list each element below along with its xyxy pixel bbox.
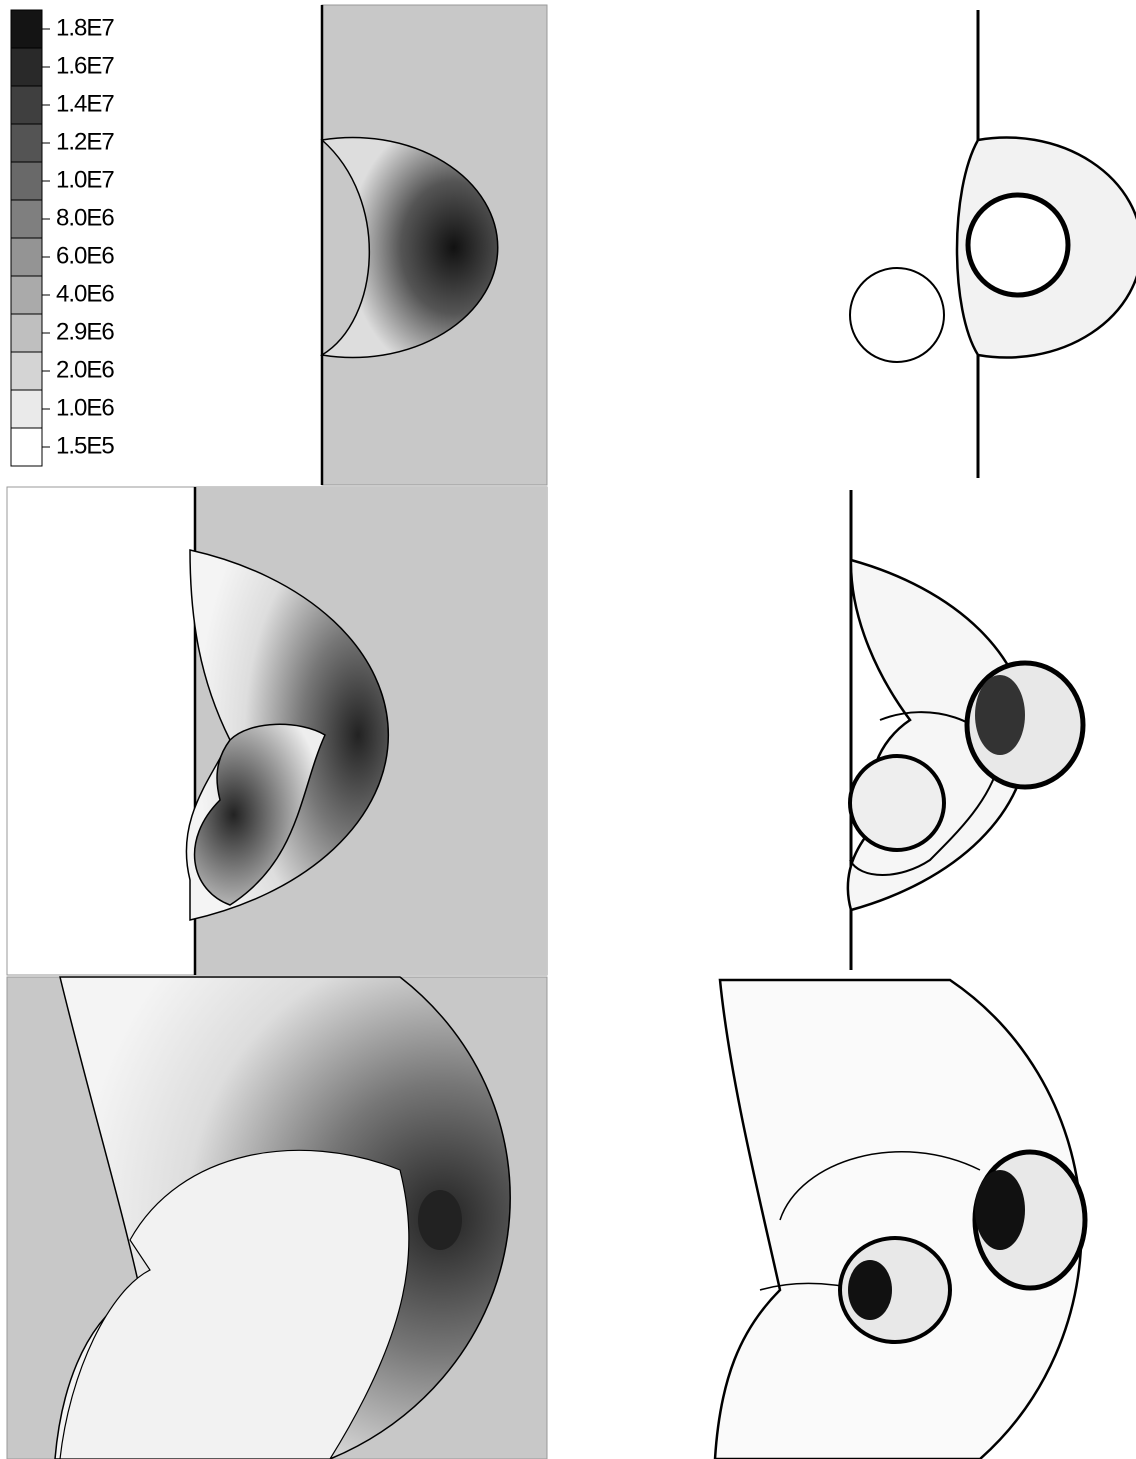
bubble-core bbox=[975, 1170, 1025, 1250]
legend-swatch bbox=[10, 85, 43, 125]
bubble-outline bbox=[848, 754, 946, 852]
legend-swatch bbox=[10, 199, 43, 239]
legend-swatch bbox=[10, 275, 43, 315]
transmitted-shock bbox=[713, 978, 1083, 1459]
legend-swatch bbox=[10, 313, 43, 353]
legend-label: 6.0E6 bbox=[56, 242, 114, 269]
contour-panel-3 bbox=[6, 976, 548, 1459]
bubble-contour bbox=[59, 1149, 410, 1459]
legend-swatch bbox=[10, 9, 43, 49]
legend-label: 8.0E6 bbox=[56, 204, 114, 231]
legend-label: 1.8E7 bbox=[56, 14, 114, 41]
contour-panel-2 bbox=[6, 486, 548, 976]
bubble-contour bbox=[193, 723, 326, 906]
bubble-outline bbox=[849, 267, 945, 363]
legend-label: 1.5E5 bbox=[56, 432, 114, 459]
wave bbox=[849, 711, 1002, 876]
bubble-core bbox=[975, 675, 1025, 755]
bubble-outline bbox=[965, 192, 1071, 298]
legend-label: 1.6E7 bbox=[56, 52, 114, 79]
schlieren-panel-1 bbox=[849, 10, 1136, 478]
legend-swatch bbox=[10, 351, 43, 391]
bubble-core bbox=[418, 1190, 462, 1250]
legend: 1.8E7 1.6E7 1.4E7 1.2E7 1.0E7 8.0E6 6.0E6 4.0E6… bbox=[10, 9, 115, 467]
bubble-contour bbox=[319, 136, 499, 359]
legend-swatch bbox=[10, 389, 43, 429]
legend-label: 2.9E6 bbox=[56, 318, 114, 345]
contour-panel-1: 1.8E7 1.6E7 1.4E7 1.2E7 1.0E7 8.0E6 6.0E6 4.0E6… bbox=[0, 4, 548, 486]
legend-swatch bbox=[10, 123, 43, 163]
legend-swatch bbox=[10, 237, 43, 277]
legend-swatch bbox=[10, 427, 43, 467]
legend-label: 1.0E6 bbox=[56, 394, 114, 421]
schlieren-panel-2 bbox=[846, 490, 1086, 970]
legend-swatch bbox=[10, 161, 43, 201]
legend-swatch bbox=[10, 47, 43, 87]
legend-label: 1.4E7 bbox=[56, 90, 114, 117]
legend-label: 1.2E7 bbox=[56, 128, 114, 155]
schlieren-panel-3 bbox=[713, 978, 1088, 1459]
legend-label: 4.0E6 bbox=[56, 280, 114, 307]
bubble-core bbox=[848, 1260, 892, 1320]
legend-label: 1.0E7 bbox=[56, 166, 114, 193]
legend-label: 2.0E6 bbox=[56, 356, 114, 383]
